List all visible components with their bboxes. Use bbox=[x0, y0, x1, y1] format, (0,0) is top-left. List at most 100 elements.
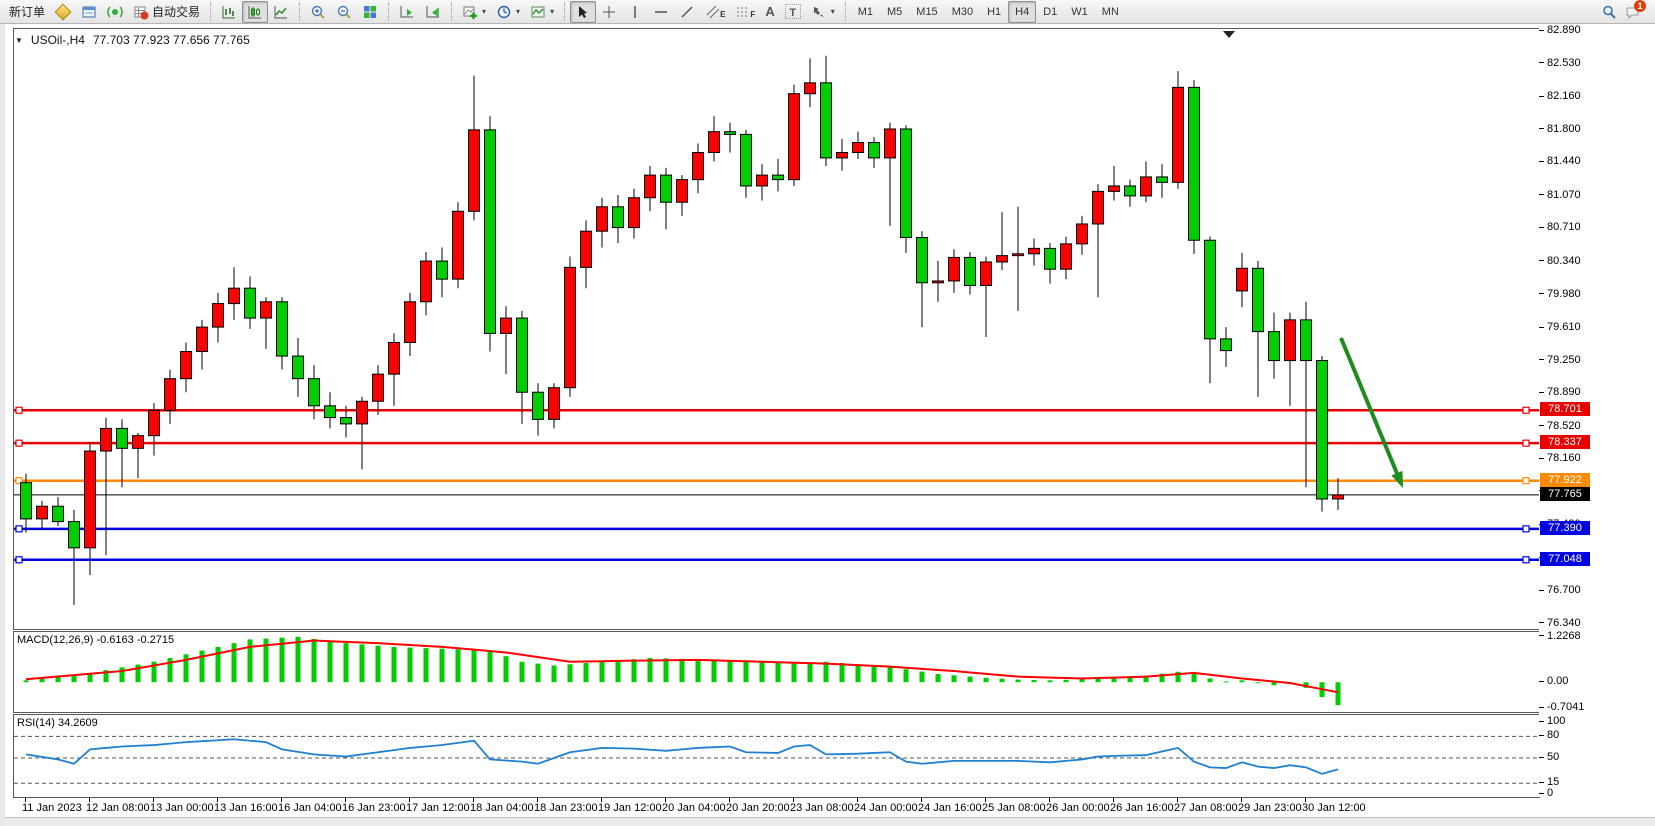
chart-shift-button[interactable] bbox=[420, 1, 446, 23]
price-tick-mark bbox=[1539, 425, 1544, 426]
timeframe-h4-button[interactable]: H4 bbox=[1008, 0, 1037, 23]
timeframe-m30-button[interactable]: M30 bbox=[951, 5, 974, 18]
rsi-indicator-panel[interactable]: RSI(14) 34.2609 bbox=[13, 714, 1540, 798]
hline-handle[interactable] bbox=[1522, 477, 1530, 485]
auto-scroll-button[interactable] bbox=[394, 1, 420, 23]
templates-button[interactable]: ▾ bbox=[525, 1, 559, 23]
tile-windows-button[interactable] bbox=[357, 1, 383, 23]
hline-handle[interactable] bbox=[1522, 525, 1530, 533]
price-tick-mark bbox=[1539, 458, 1544, 459]
notification-badge: 1 bbox=[1634, 0, 1646, 12]
time-tick-label: 19 Jan 12:00 bbox=[598, 802, 662, 814]
arrow-object[interactable] bbox=[1339, 337, 1402, 480]
dropdown-caret: ▾ bbox=[550, 7, 555, 16]
time-tick-mark bbox=[665, 798, 666, 802]
trendline-tool-button[interactable] bbox=[674, 1, 700, 23]
price-tick-mark bbox=[1539, 128, 1544, 129]
time-tick-mark bbox=[1177, 798, 1178, 802]
timeframe-d1-button[interactable]: D1 bbox=[1043, 5, 1058, 18]
hline-handle[interactable] bbox=[15, 556, 23, 564]
fibonacci-tool-button[interactable]: F bbox=[730, 1, 760, 23]
rsi-tick-mark bbox=[1539, 721, 1544, 722]
timeframe-mn-button[interactable]: MN bbox=[1101, 5, 1119, 18]
toolbar-separator bbox=[844, 2, 846, 21]
dropdown-caret: ▾ bbox=[830, 7, 835, 16]
price-line-badge: 78.337 bbox=[1540, 435, 1590, 450]
time-tick-mark bbox=[985, 798, 986, 802]
indicators-button[interactable]: ▾ bbox=[457, 1, 491, 23]
signals-button[interactable] bbox=[102, 1, 128, 23]
time-tick-mark bbox=[25, 798, 26, 802]
fibonacci-letter: F bbox=[750, 10, 756, 19]
hline-handle[interactable] bbox=[1522, 439, 1530, 447]
channel-letter: E bbox=[720, 10, 726, 19]
zoom-in-button[interactable] bbox=[305, 1, 331, 23]
arrows-icon bbox=[811, 4, 827, 20]
horizontal-line-tool-button[interactable] bbox=[648, 1, 674, 23]
channel-tool-button[interactable]: E bbox=[700, 1, 730, 23]
price-tick-mark bbox=[1539, 260, 1544, 261]
line-chart-button[interactable] bbox=[268, 1, 294, 23]
market-watch-button[interactable] bbox=[50, 1, 76, 23]
time-tick-label: 18 Jan 23:00 bbox=[534, 802, 598, 814]
time-tick-label: 16 Jan 23:00 bbox=[342, 802, 406, 814]
market-watch-icon bbox=[54, 3, 72, 20]
arrows-tool-button[interactable]: ▾ bbox=[806, 1, 840, 23]
time-axis[interactable]: 11 Jan 2023 12 Jan 08:00 13 Jan 00:00 13 Ja… bbox=[13, 798, 1538, 816]
one-click-expand-icon[interactable]: ▼ bbox=[15, 35, 23, 45]
macd-indicator-panel[interactable]: MACD(12,26,9) -0.6163 -0.2715 bbox=[13, 631, 1540, 713]
macd-label: MACD(12,26,9) -0.6163 -0.2715 bbox=[17, 634, 175, 646]
price-tick-label: 79.250 bbox=[1547, 353, 1581, 366]
vertical-line-tool-button[interactable] bbox=[622, 1, 648, 23]
time-tick-label: 30 Jan 12:00 bbox=[1302, 802, 1366, 814]
text-label-tool-button[interactable]: T bbox=[780, 1, 806, 23]
auto-trading-label: 自动交易 bbox=[152, 5, 201, 19]
time-tick-label: 24 Jan 00:00 bbox=[854, 802, 918, 814]
hline-handle[interactable] bbox=[15, 439, 23, 447]
search-icon[interactable] bbox=[1601, 4, 1617, 20]
price-line-badge: 78.701 bbox=[1540, 402, 1590, 417]
timeframe-h1-button[interactable]: H1 bbox=[987, 5, 1002, 18]
auto-scroll-icon bbox=[399, 4, 415, 20]
vertical-line-icon bbox=[627, 4, 643, 20]
toolbar-separator bbox=[210, 2, 212, 21]
periods-button[interactable]: ▾ bbox=[491, 1, 525, 23]
rsi-tick-label: 100 bbox=[1547, 715, 1566, 727]
cursor-tool-button[interactable] bbox=[570, 0, 597, 23]
time-tick-label: 26 Jan 16:00 bbox=[1110, 802, 1174, 814]
hline-handle[interactable] bbox=[15, 477, 23, 485]
main-price-chart[interactable] bbox=[13, 28, 1540, 630]
toolbar-right: 1 bbox=[1601, 0, 1651, 20]
new-order-button[interactable]: 新订单 bbox=[4, 1, 50, 23]
chart-shift-icon bbox=[425, 4, 441, 20]
hline-handle[interactable] bbox=[15, 406, 23, 414]
chart-title: ▼ USOil-,H4 77.703 77.923 77.656 77.765 bbox=[15, 33, 250, 47]
price-line-badge: 77.922 bbox=[1540, 472, 1590, 487]
zoom-out-button[interactable] bbox=[331, 1, 357, 23]
text-tool-button[interactable]: A bbox=[760, 1, 779, 23]
candlesticks[interactable] bbox=[20, 55, 1344, 605]
price-tick-label: 80.710 bbox=[1547, 221, 1581, 234]
arrow-object-head[interactable] bbox=[1391, 470, 1403, 488]
auto-trading-button[interactable]: 自动交易 bbox=[128, 1, 205, 23]
price-tick-mark bbox=[1539, 96, 1544, 97]
data-window-button[interactable] bbox=[76, 1, 102, 23]
timeframe-w1-button[interactable]: W1 bbox=[1071, 5, 1088, 18]
timeframe-m5-button[interactable]: M5 bbox=[887, 5, 903, 18]
notifications-chat-icon[interactable]: 1 bbox=[1625, 0, 1646, 20]
timeframe-m15-button[interactable]: M15 bbox=[916, 5, 938, 18]
candlestick-chart-button[interactable] bbox=[242, 0, 269, 23]
timeframe-m1-button[interactable]: M1 bbox=[857, 5, 873, 18]
horizontal-line-icon bbox=[653, 4, 669, 20]
price-tick-mark bbox=[1539, 590, 1544, 591]
hline-handle[interactable] bbox=[1522, 556, 1530, 564]
price-axis[interactable]: 82.890 82.530 82.160 81.800 81.440 81.070 80.7… bbox=[1539, 24, 1655, 799]
chart-shift-marker[interactable] bbox=[1223, 31, 1235, 38]
bar-chart-button[interactable] bbox=[216, 1, 242, 23]
hline-handle[interactable] bbox=[15, 525, 23, 533]
crosshair-icon bbox=[601, 4, 617, 20]
crosshair-tool-button[interactable] bbox=[596, 1, 622, 23]
time-tick-mark bbox=[1305, 798, 1306, 802]
hline-handle[interactable] bbox=[1522, 406, 1530, 414]
macd-tick-label: 0.00 bbox=[1547, 675, 1569, 688]
